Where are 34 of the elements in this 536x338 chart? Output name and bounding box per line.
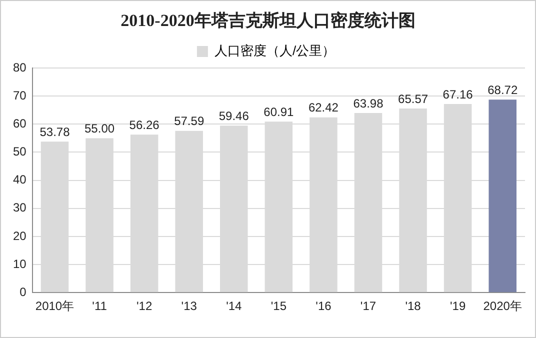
data-label: 62.42 [308, 100, 339, 115]
data-label: 55.00 [84, 122, 115, 136]
y-tick-label: 10 [12, 256, 27, 271]
x-tick-label: '15 [270, 299, 287, 314]
legend-label: 人口密度（人/公里） [214, 43, 336, 58]
y-tick-label: 60 [12, 116, 27, 130]
data-label: 67.16 [442, 87, 474, 102]
x-tick-label: '19 [450, 299, 466, 314]
data-label: 63.98 [353, 96, 384, 110]
y-tick-label: 70 [12, 88, 27, 102]
y-tick-label: 80 [12, 60, 27, 74]
x-tick-label: 2010年 [35, 299, 74, 314]
y-tick-label: 20 [12, 228, 27, 243]
y-tick-label: 0 [20, 284, 27, 299]
x-tick-label: '11 [92, 299, 108, 314]
data-label: 59.46 [218, 108, 250, 123]
x-tick-label: '12 [136, 299, 152, 314]
x-tick-label: '16 [316, 299, 332, 314]
data-label: 65.57 [398, 92, 428, 106]
data-label: 56.26 [129, 118, 160, 132]
x-tick-label: '17 [360, 299, 376, 314]
data-label: 60.91 [264, 104, 294, 119]
bar [488, 100, 516, 292]
y-tick-label: 30 [12, 200, 27, 215]
data-label: 68.72 [488, 82, 518, 97]
data-label: 57.59 [174, 114, 204, 128]
x-tick-label: '18 [405, 299, 422, 314]
x-tick-label: '13 [181, 299, 198, 314]
y-tick-label: 40 [12, 172, 27, 187]
chart-title: 2010-2020年塔吉克斯坦人口密度统计图 [120, 10, 416, 32]
y-tick-label: 50 [12, 144, 27, 159]
x-tick-label: 2020年 [483, 299, 522, 314]
data-label: 53.78 [40, 124, 70, 139]
x-tick-label: '14 [226, 299, 242, 314]
